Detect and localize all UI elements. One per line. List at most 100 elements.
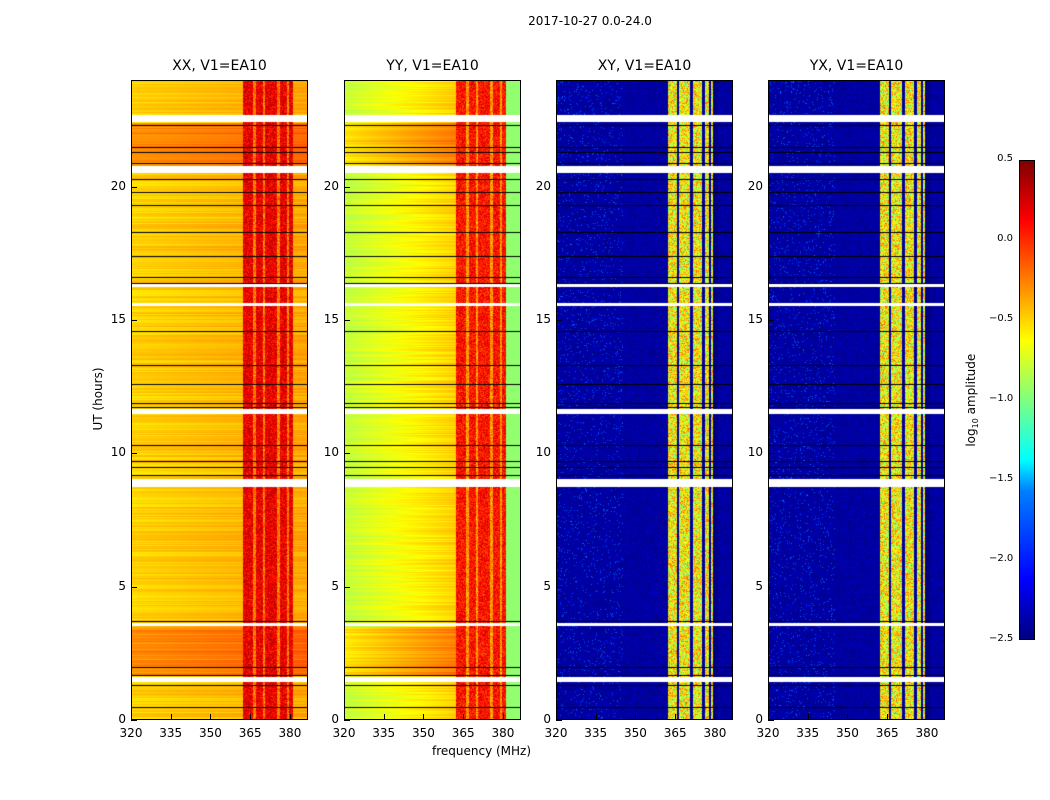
- panel-title: YY, V1=EA10: [386, 58, 479, 74]
- x-tick-label: 380: [491, 726, 515, 740]
- x-tick-label: 365: [663, 726, 687, 740]
- colorbar: [1019, 160, 1035, 640]
- x-tick-mark: [714, 714, 716, 720]
- y-tick-mark: [131, 453, 137, 455]
- y-tick-mark: [344, 586, 350, 588]
- y-tick-label: 10: [535, 445, 551, 460]
- x-tick-label: 365: [451, 726, 475, 740]
- figure-title: 2017-10-27 0.0-24.0: [528, 14, 652, 28]
- y-tick-mark: [344, 453, 350, 455]
- colorbar-tick-label: −2.5: [989, 633, 1014, 644]
- x-tick-label: 365: [238, 726, 262, 740]
- panel-title: XX, V1=EA10: [172, 58, 267, 74]
- x-tick-label: 350: [624, 726, 647, 740]
- y-tick-label: 20: [747, 178, 763, 193]
- y-tick-mark: [131, 586, 137, 588]
- x-tick-label: 350: [412, 726, 435, 740]
- x-tick-label: 380: [915, 726, 939, 740]
- y-tick-label: 5: [331, 578, 339, 593]
- heatmap-image: [344, 80, 521, 720]
- y-tick-mark: [344, 720, 350, 721]
- y-tick-mark: [556, 320, 562, 321]
- y-tick-mark: [768, 720, 774, 721]
- y-tick-label: 20: [323, 178, 339, 193]
- heatmap-panel-0: XX, V1=EA10 320 335 350 365 380 0 5 10 15 20: [111, 58, 308, 740]
- y-tick-mark: [556, 186, 562, 188]
- x-tick-mark: [463, 714, 465, 720]
- x-axis-label: frequency (MHz): [432, 744, 532, 758]
- x-tick-label: 320: [756, 726, 780, 740]
- y-tick-mark: [768, 586, 774, 588]
- y-axis-label: UT (hours): [91, 367, 105, 431]
- y-tick-mark: [768, 186, 774, 188]
- x-tick-mark: [289, 714, 291, 720]
- x-tick-label: 320: [332, 726, 356, 740]
- y-tick-label: 0: [118, 712, 126, 726]
- heatmap-panel-2: XY, V1=EA10 320 335 350 365 380 0 5 10 15 20: [536, 58, 733, 740]
- x-tick-mark: [847, 714, 849, 720]
- x-tick-label: 380: [278, 726, 302, 740]
- y-tick-label: 0: [755, 712, 763, 726]
- x-tick-mark: [807, 714, 809, 720]
- y-tick-label: 15: [747, 312, 763, 326]
- x-tick-mark: [383, 714, 385, 720]
- colorbar-tick-label: 0.5: [997, 153, 1013, 164]
- x-tick-label: 380: [703, 726, 727, 740]
- y-tick-label: 20: [110, 178, 126, 193]
- colorbar-tick-label: −0.5: [989, 313, 1014, 324]
- heatmap-image: [768, 80, 945, 720]
- panel-title: XY, V1=EA10: [597, 58, 692, 74]
- y-tick-label: 0: [331, 712, 339, 726]
- x-tick-mark: [768, 714, 769, 720]
- x-tick-label: 320: [544, 726, 568, 740]
- y-tick-mark: [768, 453, 774, 455]
- x-tick-mark: [423, 714, 425, 720]
- y-tick-label: 10: [323, 445, 339, 460]
- x-tick-mark: [170, 714, 172, 720]
- y-tick-label: 10: [110, 445, 126, 460]
- x-tick-label: 335: [796, 726, 820, 740]
- x-tick-label: 335: [372, 726, 396, 740]
- x-tick-mark: [675, 714, 677, 720]
- y-tick-label: 20: [535, 178, 551, 193]
- y-tick-mark: [344, 320, 350, 321]
- y-tick-mark: [131, 720, 137, 721]
- y-tick-mark: [556, 453, 562, 455]
- y-tick-label: 10: [747, 445, 763, 460]
- colorbar-label: log10 amplitude: [963, 353, 981, 447]
- panel-title: YX, V1=EA10: [809, 58, 904, 74]
- y-tick-mark: [131, 186, 137, 188]
- y-tick-mark: [768, 320, 774, 321]
- x-tick-label: 365: [875, 726, 899, 740]
- heatmap-image: [131, 80, 308, 720]
- x-tick-mark: [556, 714, 557, 720]
- colorbar-tick-label: 0.0: [997, 233, 1013, 244]
- heatmap-image: [556, 80, 733, 720]
- x-tick-label: 335: [584, 726, 608, 740]
- y-tick-mark: [131, 320, 137, 321]
- x-tick-label: 320: [119, 726, 143, 740]
- y-tick-mark: [556, 720, 562, 721]
- y-tick-label: 15: [535, 312, 551, 326]
- y-tick-label: 15: [110, 312, 126, 326]
- x-tick-label: 335: [159, 726, 183, 740]
- colorbar-tick-label: −2.0: [989, 553, 1014, 564]
- colorbar-tick-label: −1.5: [989, 473, 1014, 484]
- y-tick-mark: [344, 186, 350, 188]
- x-tick-mark: [635, 714, 637, 720]
- x-tick-mark: [502, 714, 504, 720]
- x-tick-mark: [250, 714, 252, 720]
- x-tick-label: 350: [199, 726, 222, 740]
- x-tick-mark: [926, 714, 928, 720]
- x-tick-mark: [595, 714, 597, 720]
- y-tick-label: 0: [543, 712, 551, 726]
- x-tick-mark: [344, 714, 345, 720]
- heatmap-panel-3: YX, V1=EA10 320 335 350 365 380 0 5 10 15 20: [748, 58, 945, 740]
- x-tick-mark: [210, 714, 212, 720]
- x-tick-label: 350: [836, 726, 859, 740]
- heatmap-panel-1: YY, V1=EA10 320 335 350 365 380 0 5 10 15 20: [324, 58, 521, 740]
- colorbar-tick-label: −1.0: [989, 393, 1014, 404]
- x-tick-mark: [131, 714, 132, 720]
- y-tick-label: 15: [323, 312, 339, 326]
